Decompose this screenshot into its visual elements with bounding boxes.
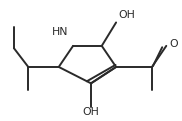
Text: OH: OH bbox=[119, 10, 136, 20]
Text: HN: HN bbox=[52, 27, 69, 37]
Text: O: O bbox=[169, 39, 178, 49]
Text: OH: OH bbox=[83, 107, 99, 117]
